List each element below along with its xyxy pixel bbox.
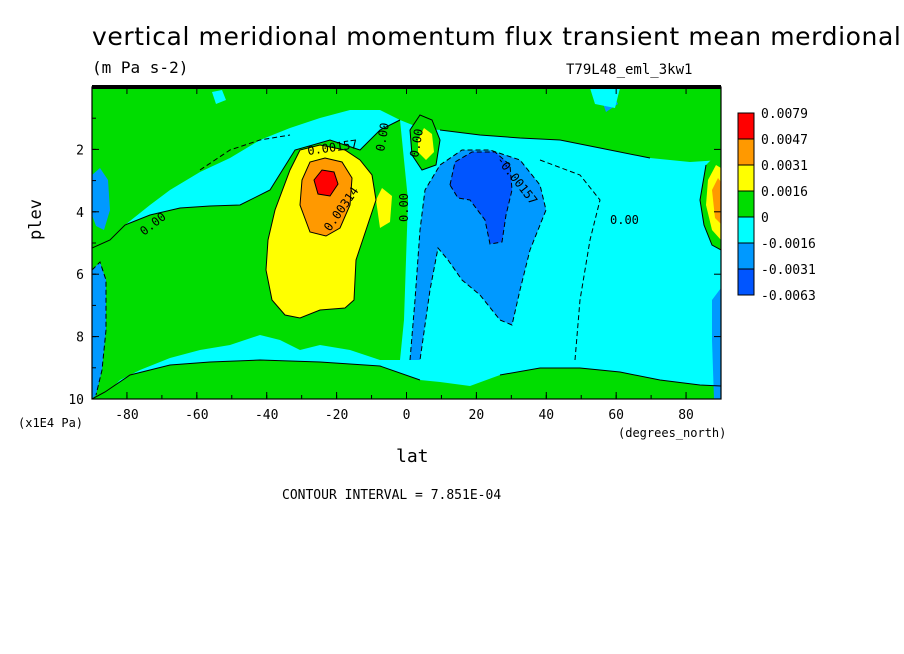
colorbar-level-label: 0.0031 (761, 159, 808, 174)
x-tick-label: -60 (185, 408, 208, 423)
contour-line (539, 159, 601, 361)
fill-southern-edge-negative-upper (92, 168, 110, 230)
colorbar-level-label: -0.0016 (761, 237, 816, 252)
x-tick-label: -20 (325, 408, 348, 423)
contour-line (499, 367, 721, 387)
colorbar-swatch (737, 268, 755, 296)
y-tick-label: 6 (76, 268, 84, 283)
y-tick-label: 2 (76, 143, 84, 158)
chart-units: (m Pa s-2) (92, 58, 189, 77)
contour-line (409, 114, 441, 171)
fill-lower-positive-band (92, 360, 721, 399)
positive-contour-lines (92, 114, 721, 399)
colorbar: 0.0079 0.0047 0.0031 0.0016 0 -0.0016 -0.0031 -… (737, 107, 816, 304)
contour-line (409, 149, 547, 361)
contour-line (92, 359, 421, 399)
x-tick-label: 80 (678, 408, 694, 423)
fill-equatorial-moderate-positive (418, 128, 434, 160)
y-axis-scale-note: (x1E4 Pa) (18, 416, 84, 430)
fill-northern-edge-negative (712, 288, 721, 399)
colorbar-swatch (737, 190, 755, 218)
x-axis-label: lat (396, 446, 429, 467)
contour-line (92, 119, 401, 249)
x-tick-label: 60 (608, 408, 624, 423)
axis-ticks (91, 87, 722, 400)
fill-northern-moderate-negative (410, 150, 546, 360)
x-tick-label: 20 (469, 408, 485, 423)
chart-title: vertical meridional momentum flux transi… (92, 22, 902, 51)
fill-southern-secondary-positive (376, 188, 392, 228)
y-tick-label: 8 (76, 331, 84, 346)
fill-negative-minimum (450, 152, 512, 244)
contour-interval: CONTOUR INTERVAL = 7.851E-04 (282, 488, 502, 503)
contour-label: 0.00 (407, 128, 426, 159)
fill-southern-strong-positive (300, 158, 352, 236)
contour-line (265, 144, 377, 319)
contour-line (699, 164, 721, 251)
fill-upper-cyan-patch-2 (590, 88, 620, 108)
contour-line (439, 129, 651, 159)
contour-label: 0.00 (397, 193, 411, 222)
colorbar-swatch (737, 138, 755, 166)
fill-upper-cyan-patch-1 (212, 90, 226, 104)
colorbar-level-label: 0.0016 (761, 185, 808, 200)
x-axis-units: (degrees_north) (618, 426, 727, 440)
negative-contour-lines (92, 134, 601, 396)
contour-label: 0.00 (610, 213, 639, 227)
colorbar-swatch (737, 216, 755, 244)
contour-label: 0.00 (373, 122, 392, 153)
axis-tick-labels: -80 -60 -40 -20 0 20 40 60 80 2 4 6 8 10 (68, 143, 694, 423)
contour-line (92, 261, 107, 396)
colorbar-level-label: 0.0047 (761, 133, 808, 148)
contour-line (199, 134, 291, 171)
x-tick-label: 0 (403, 408, 411, 423)
fill-upper-positive-band (92, 87, 721, 248)
fill-northern-edge-strong (712, 178, 721, 224)
colorbar-level-label: -0.0031 (761, 263, 816, 278)
colorbar-level-label: -0.0063 (761, 289, 816, 304)
x-tick-label: 40 (538, 408, 554, 423)
colorbar-level-label: 0.0079 (761, 107, 808, 122)
y-tick-label: 4 (76, 206, 84, 221)
contour-line (313, 169, 339, 197)
x-tick-label: -40 (255, 408, 278, 423)
colorbar-swatch (737, 164, 755, 192)
contour-line (449, 151, 513, 245)
contour-label: 0.00157 (306, 137, 358, 158)
colorbar-swatch (737, 242, 755, 270)
colorbar-level-label: 0 (761, 211, 769, 226)
run-id: T79L48_eml_3kw1 (566, 62, 693, 78)
contour-field (92, 87, 721, 399)
colorbar-swatch (737, 112, 755, 140)
fill-positive-maximum (314, 170, 338, 196)
y-tick-label: 10 (68, 393, 84, 408)
x-tick-label: -80 (115, 408, 138, 423)
contour-line (299, 157, 353, 237)
